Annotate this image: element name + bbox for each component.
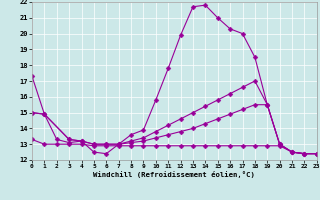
X-axis label: Windchill (Refroidissement éolien,°C): Windchill (Refroidissement éolien,°C) [93,171,255,178]
